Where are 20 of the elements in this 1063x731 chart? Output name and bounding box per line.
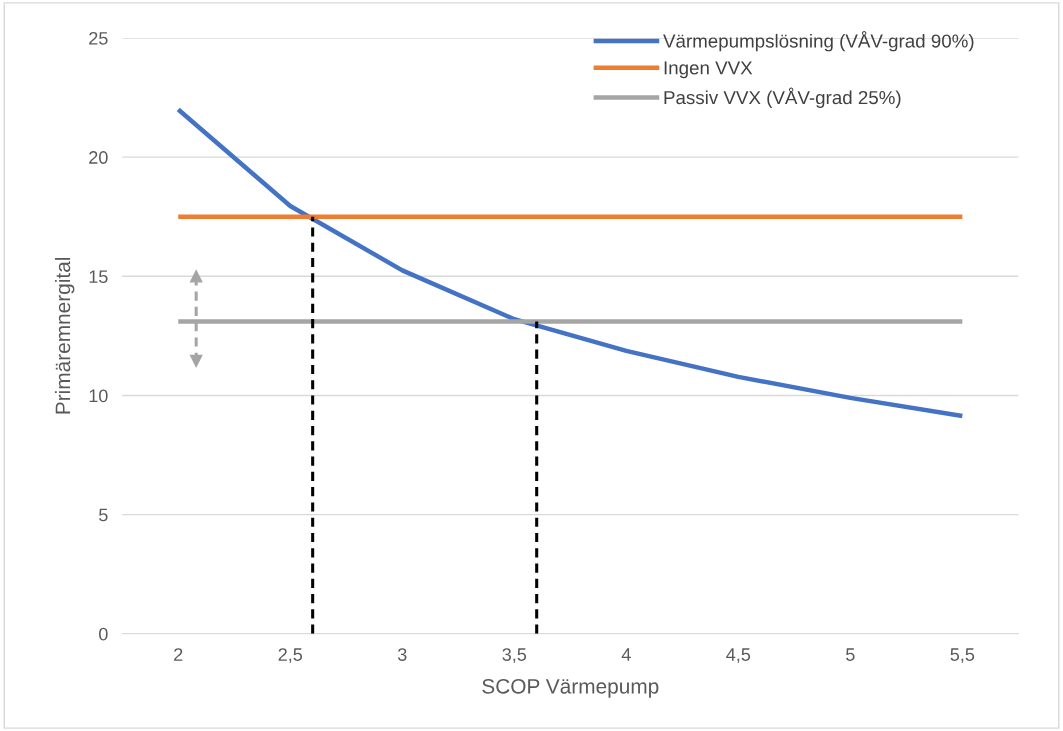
x-tick-label: 2,5 <box>278 648 303 664</box>
x-tick-label: 5,5 <box>950 648 975 664</box>
x-tick-label: 3 <box>397 648 407 661</box>
y-tick-label: 20 <box>89 151 108 164</box>
y-tick-label: 0 <box>99 627 108 641</box>
y-tick-label: 25 <box>89 31 108 45</box>
x-tick-label: 3,5 <box>502 648 527 664</box>
y-tick-label: 10 <box>89 389 108 403</box>
x-tick-label: 2 <box>174 648 183 661</box>
legend-label: Passiv VVX (VÅV-grad 25%) <box>664 87 901 108</box>
x-tick-label: 5 <box>846 648 855 661</box>
y-axis-title: Primäremnergital <box>54 257 75 414</box>
x-tick-label: 4,5 <box>726 648 751 664</box>
x-axis-title: SCOP Värmepump <box>482 678 659 698</box>
x-tick-label: 4 <box>621 648 631 661</box>
legend-label: Värmepumpslösning (VÅV-grad 90%) <box>663 31 974 52</box>
y-tick-label: 5 <box>99 508 108 522</box>
legend-label: Ingen VVX <box>664 61 753 79</box>
line-series <box>176 107 965 419</box>
y-tick-label: 15 <box>89 270 108 284</box>
